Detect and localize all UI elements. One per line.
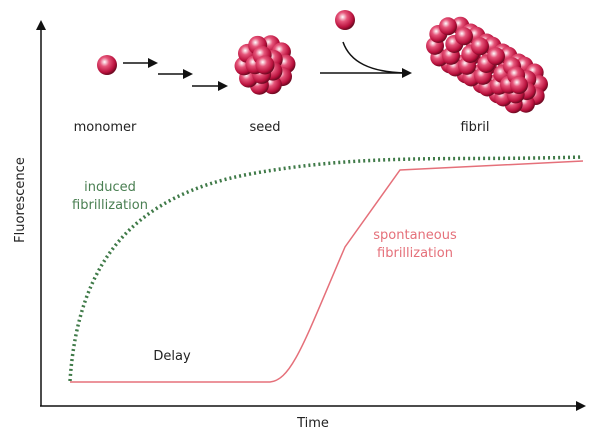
delay-label: Delay: [153, 349, 191, 364]
particles: [97, 10, 548, 114]
y-axis-label: Fluorescence: [13, 157, 28, 243]
sphere: [97, 55, 117, 75]
induced-label: induced: [84, 180, 136, 195]
spontaneous-label: spontaneous: [373, 228, 457, 243]
induced-curve: [68, 155, 584, 382]
sphere: [455, 27, 474, 46]
reaction-arrows: [123, 41, 412, 91]
spontaneous-curve: [70, 160, 584, 383]
monomer-label: monomer: [74, 120, 137, 135]
spontaneous-label: fibrillization: [377, 246, 453, 261]
x-axis-label: Time: [296, 416, 329, 431]
axes: [36, 20, 586, 411]
fibril-label: fibril: [460, 120, 489, 135]
sphere: [439, 17, 458, 36]
induced-label: fibrillization: [72, 198, 148, 213]
sphere: [510, 76, 528, 94]
seed-label: seed: [249, 120, 280, 135]
sphere: [471, 37, 490, 56]
sphere: [335, 10, 355, 30]
curved-arrow: [342, 41, 406, 74]
sphere: [255, 55, 275, 75]
sphere: [487, 47, 506, 66]
